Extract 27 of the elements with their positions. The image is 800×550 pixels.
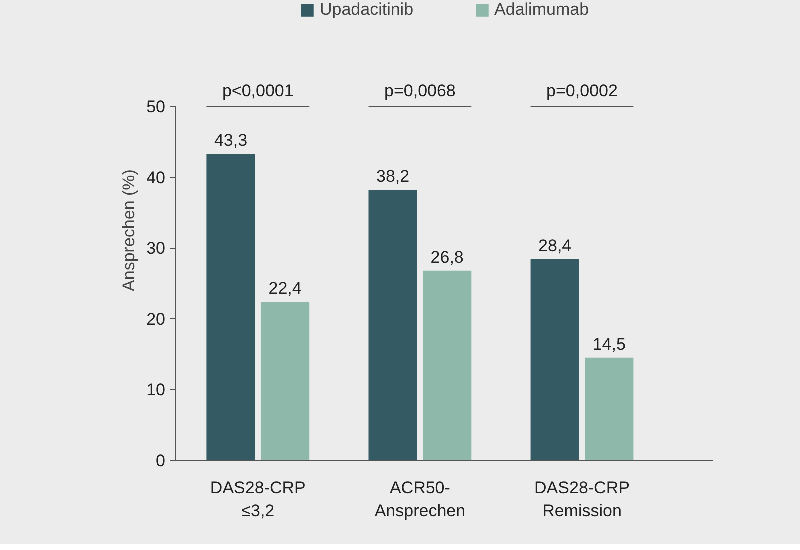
data-label: 14,5 [592,334,626,354]
legend-label: Adalimumab [494,0,590,20]
y-tick-label: 10 [146,380,166,400]
x-tick-label: DAS28-CRP ≤3,2 [210,478,306,520]
bar [530,260,580,460]
data-label: 43,3 [214,131,248,150]
text: p<0,0001 [222,82,294,101]
bar [585,358,634,460]
data-label: 28,4 [538,236,572,256]
bar [206,154,256,460]
x-tick-label: DAS28-CRP Remission [534,478,630,520]
y-tick-label: 0 [156,452,166,470]
bar [423,270,472,460]
text: p=0,0068 [384,82,456,101]
data-label: 22,4 [268,278,302,298]
y-tick-label: 20 [146,310,166,329]
bar [368,190,418,460]
data-label: 26,8 [430,248,464,267]
data-label: 38,2 [376,167,410,186]
y-tick-label: 30 [146,239,166,258]
y-tick-label: 50 [146,98,166,117]
bar [260,302,310,460]
legend-label: Upadacitinib [320,0,414,20]
x-tick-label: ACR50- Ansprechen [374,478,466,520]
y-tick-label: 40 [146,168,166,188]
text: p=0,0002 [546,82,618,101]
y-axis-title: Ansprechen (%) [120,170,139,292]
